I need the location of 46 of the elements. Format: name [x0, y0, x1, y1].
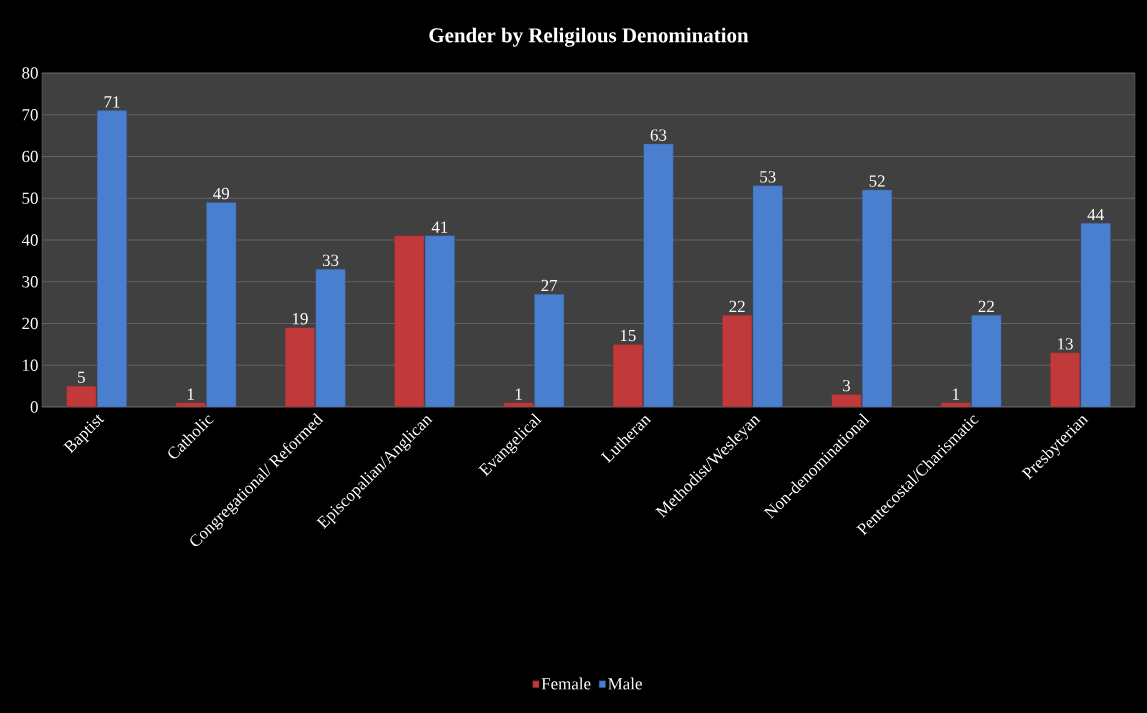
legend-label: Female	[541, 677, 591, 690]
data-label: 63	[650, 129, 667, 141]
data-label: 1	[515, 388, 522, 400]
y-tick-label: 60	[22, 150, 38, 163]
data-label: 19	[292, 313, 308, 325]
bar	[424, 235, 455, 407]
bar	[206, 202, 237, 407]
data-label: 5	[78, 371, 85, 383]
data-label: 49	[213, 187, 230, 200]
y-tick-label: 80	[22, 67, 38, 79]
data-label: 52	[869, 175, 885, 187]
bar	[643, 143, 674, 407]
data-label: 1	[953, 388, 959, 400]
data-label: 22	[729, 300, 745, 312]
bar	[862, 189, 893, 407]
data-label: 3	[843, 379, 851, 392]
data-label: 22	[978, 300, 994, 312]
chart-title: Gender by Religilous Denomination	[429, 27, 749, 47]
bar	[1050, 352, 1081, 407]
y-tick-label: 0	[30, 401, 38, 413]
y-tick-label: 50	[22, 192, 38, 204]
data-label: 71	[104, 96, 120, 108]
legend-label: Male	[608, 677, 642, 690]
data-label: 1	[187, 388, 194, 400]
bar	[394, 235, 425, 407]
bar	[752, 185, 783, 407]
y-tick-label: 10	[23, 359, 38, 371]
data-label: 44	[1087, 208, 1104, 221]
data-label: 15	[620, 329, 636, 342]
data-label: 13	[1058, 338, 1073, 350]
bar	[97, 110, 127, 407]
bar	[285, 327, 315, 407]
y-tick-label: 40	[21, 234, 38, 246]
y-tick-label: 20	[22, 317, 38, 330]
bar	[534, 294, 565, 407]
bar	[612, 344, 643, 407]
data-label: 41	[431, 221, 448, 233]
y-tick-label: 70	[22, 109, 38, 121]
bar	[722, 314, 753, 407]
bar	[971, 314, 1002, 407]
bar	[1080, 223, 1111, 407]
data-label: 33	[322, 254, 339, 267]
data-label: 53	[760, 171, 776, 183]
y-tick-label: 30	[22, 276, 38, 288]
data-label: 27	[541, 279, 558, 292]
bar	[315, 269, 346, 407]
